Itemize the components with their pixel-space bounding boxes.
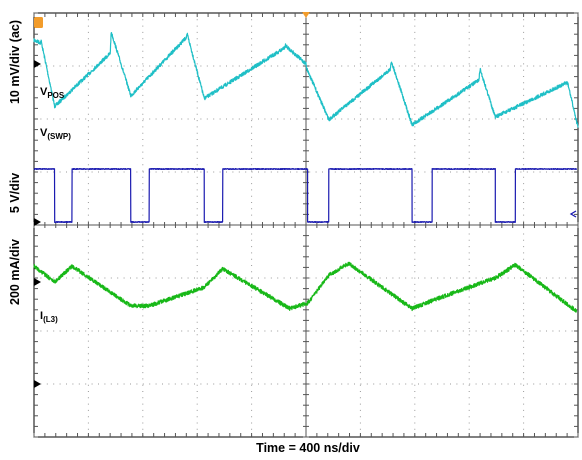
ylabel-il3: 200 mA/div (8, 239, 22, 305)
trigger-position-icon (302, 12, 310, 18)
series-label-il3-sub: (L3) (43, 315, 58, 324)
series-label-vswp: V(SWP) (40, 127, 71, 141)
series-label-il3: I(L3) (40, 310, 58, 324)
offscreen-arrow-icon (569, 210, 577, 218)
ground-marker (34, 278, 41, 286)
series-line-vswp (33, 168, 577, 223)
channel-markers (34, 12, 577, 388)
series-label-vswp-main: V (40, 127, 48, 139)
series-label-vpos-main: V (40, 86, 48, 98)
graticule (33, 12, 579, 438)
ground-marker (34, 60, 41, 68)
trigger-level-icon (34, 17, 43, 28)
series-label-il3-main: I (40, 310, 43, 322)
ground-marker (34, 218, 41, 226)
series-label-vpos: VPOS (40, 86, 65, 100)
traces (33, 32, 579, 313)
series-label-vswp-sub: (SWP) (47, 132, 71, 141)
ylabel-vswp: 5 V/div (8, 173, 22, 213)
ground-marker (34, 380, 41, 388)
series-line-vpos (33, 32, 579, 128)
xlabel: Time = 400 ns/div (256, 441, 360, 455)
ylabel-vpos: 10 mV/div (ac) (8, 20, 22, 104)
series-label-vpos-sub: POS (47, 91, 65, 100)
series-line-il3 (33, 261, 577, 313)
